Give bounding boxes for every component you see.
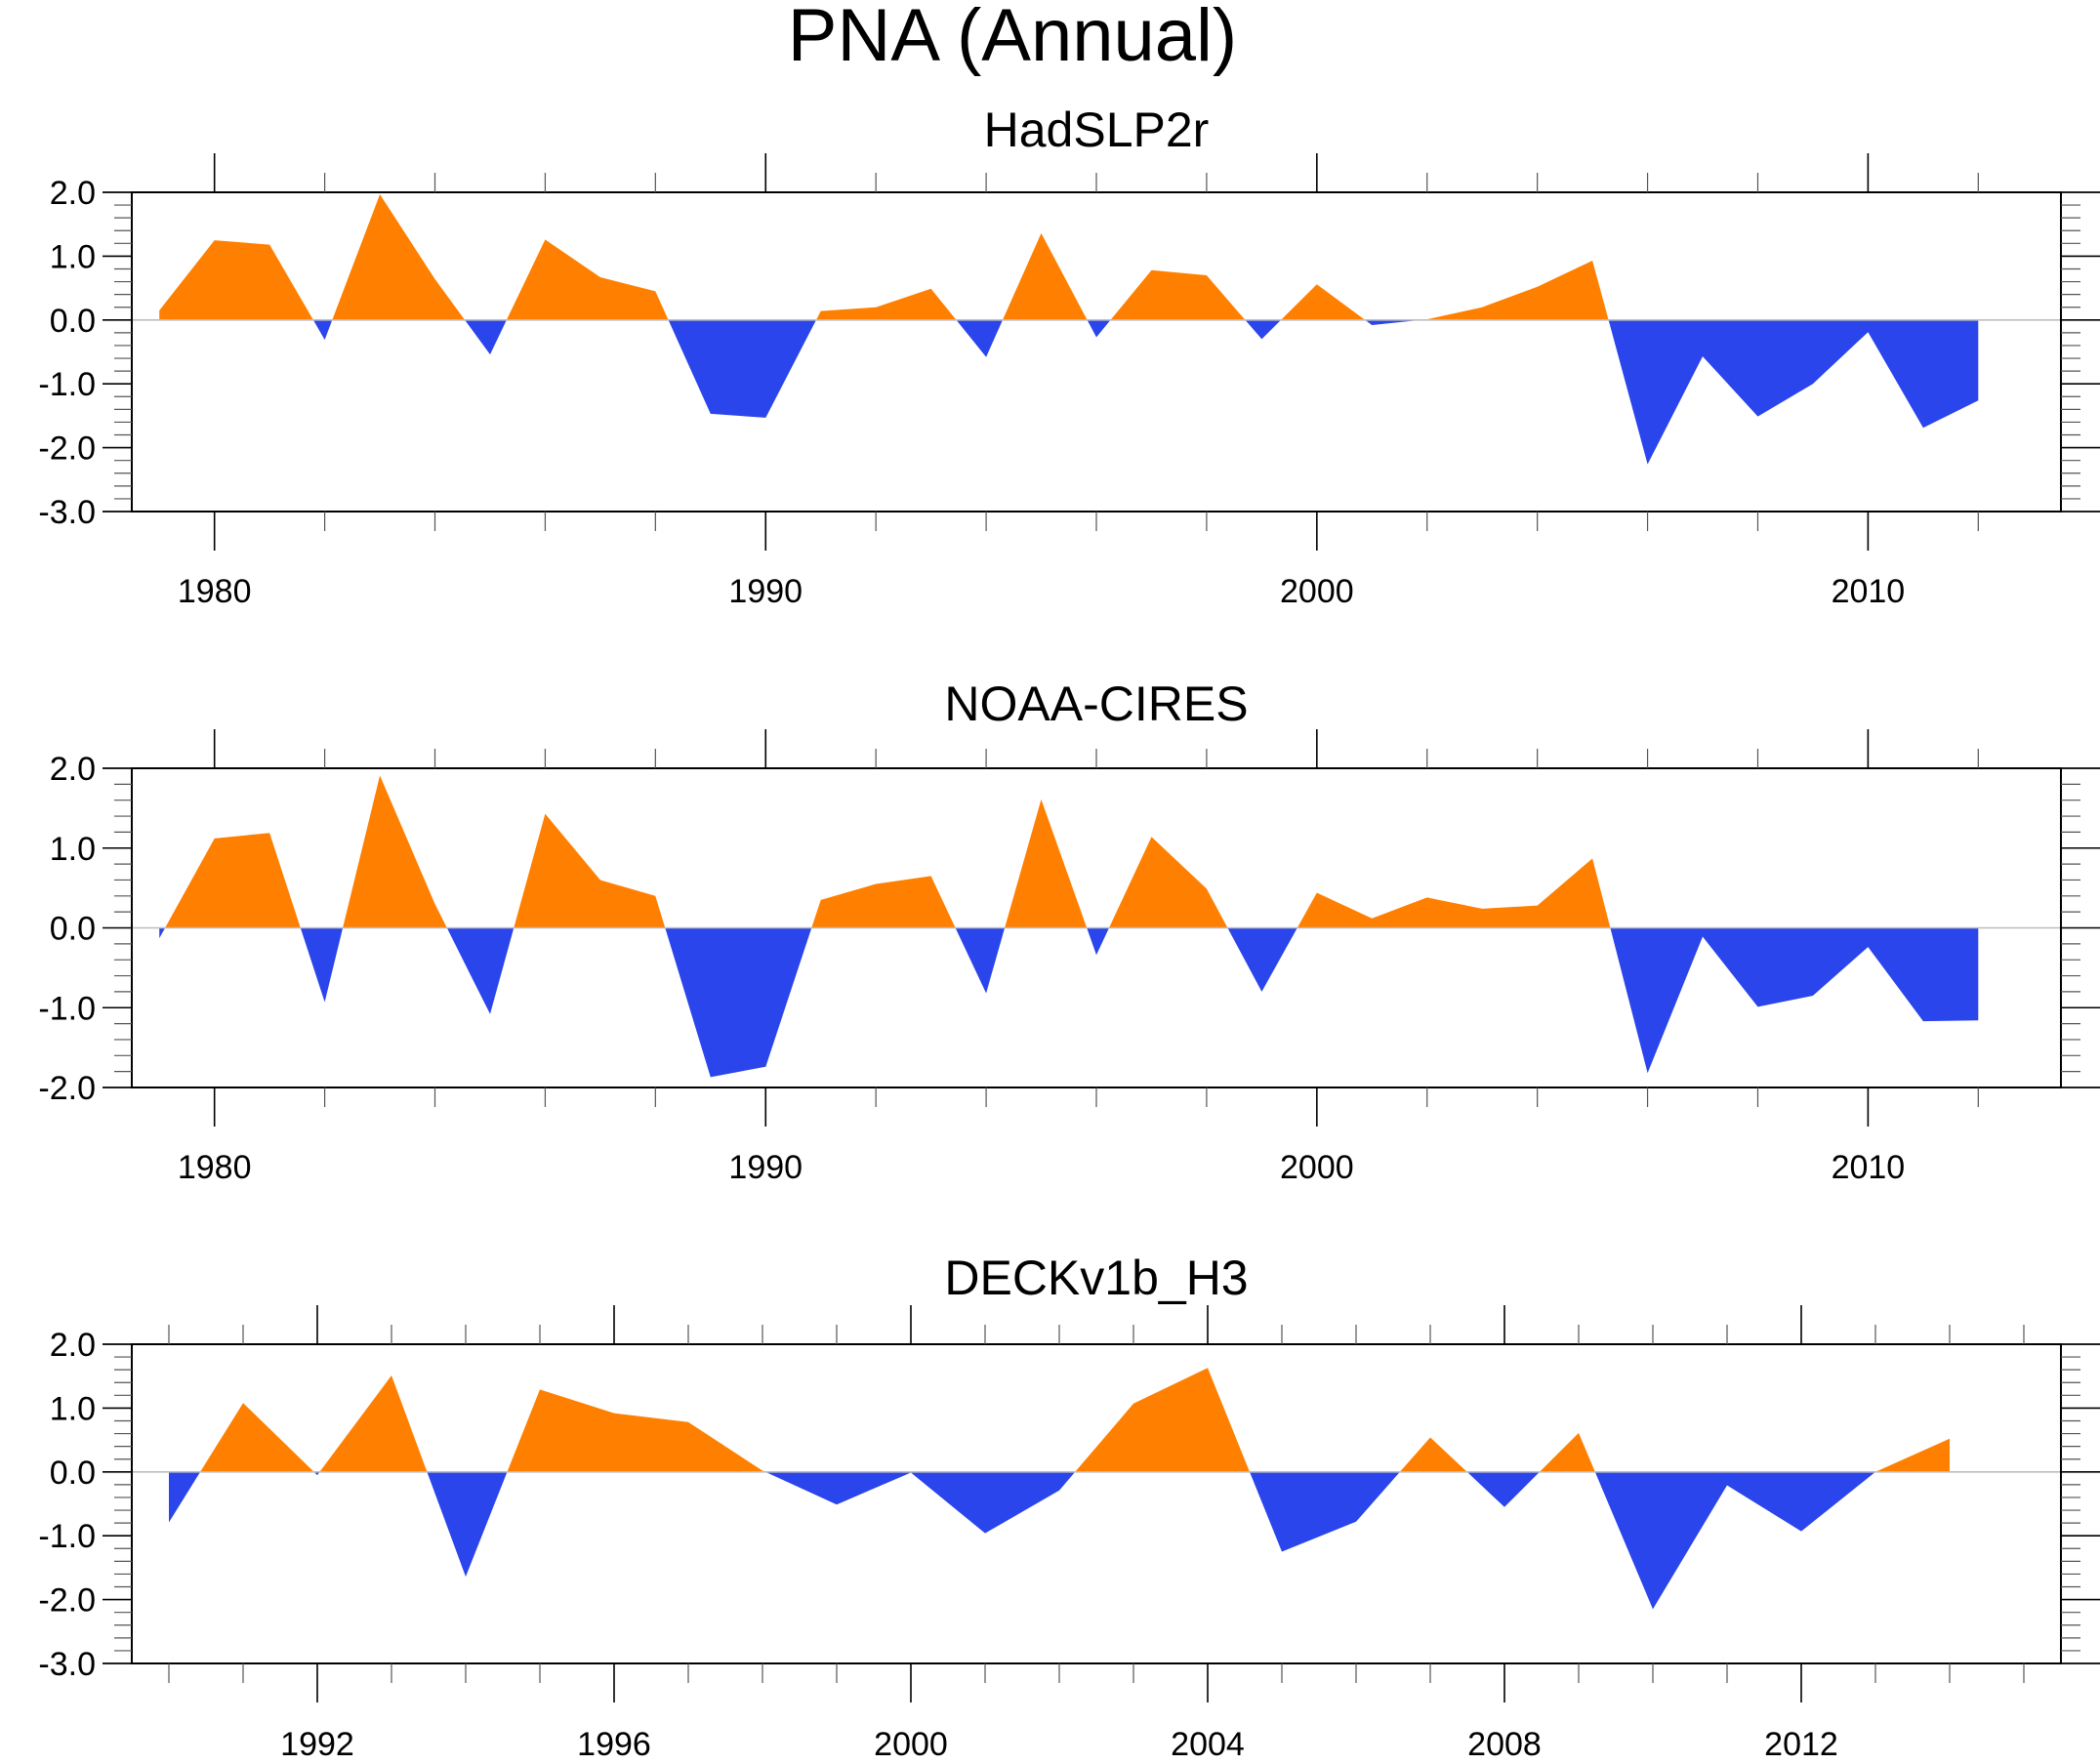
x-tick-label: 1990 <box>728 573 803 610</box>
x-tick-label: 2000 <box>1280 1149 1354 1186</box>
panels: HadSLP2r 2.0 1.0 0.0 -1.0 -2.0 -3.0 1980 1990 200… <box>38 103 2100 1763</box>
negative-area <box>665 927 812 1078</box>
x-tick-label: 2008 <box>1467 1726 1542 1763</box>
negative-area <box>1594 1471 1875 1610</box>
x-tick-label: 2010 <box>1832 1149 1906 1186</box>
negative-area <box>465 319 507 355</box>
y-tick-label: -2.0 <box>38 431 96 468</box>
negative-area <box>1245 319 1282 340</box>
positive-area <box>343 775 447 928</box>
positive-area <box>1540 1432 1595 1472</box>
negative-area <box>427 1471 508 1578</box>
y-tick-label: 0.0 <box>50 303 96 340</box>
x-tick-label: 2012 <box>1764 1726 1838 1763</box>
y-tick-label: 1.0 <box>50 238 96 275</box>
negative-area <box>300 927 344 1003</box>
negative-area <box>1610 927 1979 1074</box>
negative-area <box>1466 1471 1540 1507</box>
x-tick-label: 1980 <box>178 573 252 610</box>
positive-area <box>514 813 666 928</box>
negative-area <box>169 1471 201 1523</box>
negative-area <box>955 927 1006 994</box>
positive-area <box>1281 284 1366 320</box>
positive-area <box>332 194 466 320</box>
x-tick-label: 1992 <box>280 1726 354 1763</box>
y-tick-label: 2.0 <box>50 175 96 212</box>
positive-area <box>200 1403 314 1472</box>
y-tick-label: 0.0 <box>50 1455 96 1492</box>
x-tick-label: 1996 <box>577 1726 651 1763</box>
y-tick-label: -2.0 <box>38 1582 96 1620</box>
positive-area <box>1875 1438 1950 1472</box>
negative-area <box>1608 319 1979 465</box>
negative-area <box>668 319 816 418</box>
negative-area <box>159 927 166 939</box>
positive-area <box>811 876 956 928</box>
x-tick-label: 2004 <box>1171 1726 1245 1763</box>
positive-area <box>1421 261 1609 320</box>
main-title: PNA (Annual) <box>788 0 1237 77</box>
positive-area <box>1110 269 1246 320</box>
negative-area <box>1087 927 1109 956</box>
positive-area <box>506 239 669 320</box>
x-tick-label: 2000 <box>1280 573 1354 610</box>
panel-1: HadSLP2r 2.0 1.0 0.0 -1.0 -2.0 -3.0 1980 1990 200… <box>38 103 2100 610</box>
y-tick-label: 1.0 <box>50 1390 96 1427</box>
positive-area <box>319 1375 428 1472</box>
positive-area <box>1003 232 1088 320</box>
panel-3: DECKv1b_H3 2.0 1.0 0.0 -1.0 -2.0 -3.0 1992 1996 2… <box>38 1251 2100 1763</box>
negative-area <box>446 927 515 1014</box>
x-tick-label: 1990 <box>728 1149 803 1186</box>
y-tick-label: -2.0 <box>38 1070 96 1107</box>
x-tick-label: 2000 <box>874 1726 948 1763</box>
positive-area <box>165 833 301 928</box>
y-tick-label: -1.0 <box>38 1518 96 1555</box>
panel-title: NOAA-CIRES <box>944 677 1248 731</box>
y-tick-label: 2.0 <box>50 751 96 788</box>
y-tick-label: -3.0 <box>38 1646 96 1683</box>
negative-area <box>764 1471 1076 1534</box>
positive-area <box>507 1389 765 1472</box>
negative-area <box>1250 1471 1400 1552</box>
y-tick-label: -3.0 <box>38 494 96 531</box>
negative-area <box>1087 319 1111 338</box>
positive-area <box>816 288 957 320</box>
negative-area <box>1365 319 1421 325</box>
y-tick-label: 0.0 <box>50 911 96 948</box>
negative-area <box>956 319 1003 357</box>
negative-area <box>313 1471 320 1476</box>
panel-title: DECKv1b_H3 <box>944 1251 1248 1305</box>
y-tick-label: -1.0 <box>38 990 96 1027</box>
positive-area <box>1005 799 1088 928</box>
y-tick-label: -1.0 <box>38 366 96 403</box>
panel-title: HadSLP2r <box>984 103 1210 157</box>
positive-area <box>1297 858 1611 928</box>
positive-area <box>1399 1437 1467 1472</box>
y-tick-label: 2.0 <box>50 1327 96 1364</box>
negative-area <box>1227 927 1297 992</box>
y-tick-label: 1.0 <box>50 831 96 868</box>
x-tick-label: 1980 <box>178 1149 252 1186</box>
panel-2: NOAA-CIRES 2.0 1.0 0.0 -1.0 -2.0 1980 1990 2000 2… <box>38 677 2100 1186</box>
positive-area <box>1075 1368 1250 1472</box>
x-tick-label: 2010 <box>1832 573 1906 610</box>
positive-area <box>159 240 313 320</box>
negative-area <box>312 319 333 341</box>
positive-area <box>1109 837 1228 928</box>
